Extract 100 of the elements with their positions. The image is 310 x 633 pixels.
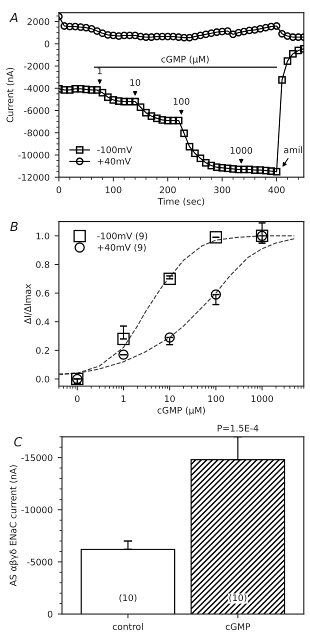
point <box>142 108 150 117</box>
x-tick-label: 0 <box>75 395 80 402</box>
point <box>246 166 254 174</box>
y-axis-title: AS αβγδ ENaC current (nA) <box>9 465 18 586</box>
y-tick-label: -6000 <box>24 107 50 114</box>
annotation: amil <box>284 146 302 154</box>
point <box>164 272 176 285</box>
point <box>251 166 259 174</box>
point <box>191 32 199 40</box>
point <box>98 29 106 38</box>
point <box>71 85 80 93</box>
point <box>284 57 292 65</box>
point <box>256 24 264 33</box>
point <box>114 97 123 105</box>
text: P=1.5E-4 <box>218 424 258 432</box>
point <box>60 86 68 94</box>
point <box>186 142 194 150</box>
point <box>126 98 134 106</box>
point <box>267 167 275 175</box>
point <box>272 22 280 30</box>
point <box>120 98 128 106</box>
x-tick-label: 300 <box>214 186 230 194</box>
x-tick-label: 100 <box>208 395 224 402</box>
x-axis-title: Time (sec) <box>158 198 204 206</box>
point <box>110 32 118 40</box>
point <box>229 165 237 173</box>
x-tick-label: control <box>112 623 143 630</box>
y-tick-label: -5000 <box>27 558 52 566</box>
y-tick-label: 0.0 <box>36 376 50 383</box>
x-tick-label: 100 <box>106 186 122 194</box>
point <box>289 50 297 58</box>
point <box>218 28 226 36</box>
chart-title: C <box>14 436 22 446</box>
point <box>142 33 150 41</box>
point <box>153 114 161 122</box>
point <box>169 116 178 124</box>
point <box>202 30 210 38</box>
point <box>240 166 248 174</box>
x-axis-title: cGMP (µM) <box>158 406 205 416</box>
y-tick-label: -10000 <box>21 506 52 514</box>
y-tick-label: 0.8 <box>36 261 50 268</box>
point <box>207 162 216 170</box>
annotation: 1 <box>98 68 102 74</box>
point <box>246 26 254 34</box>
point <box>158 116 166 124</box>
legend-label: +40mV (9) <box>98 244 146 252</box>
point <box>294 46 302 54</box>
legend-label: -100mV <box>97 146 132 154</box>
point <box>110 96 118 104</box>
y-axis-title: Current (nA) <box>6 68 14 122</box>
point <box>256 166 264 174</box>
point <box>71 22 80 30</box>
point <box>164 116 172 124</box>
point <box>114 32 123 40</box>
chart-title: A <box>9 13 18 22</box>
point <box>180 34 188 42</box>
point <box>218 164 226 172</box>
point <box>234 166 242 174</box>
y-tick-label: -10000 <box>18 152 50 159</box>
point <box>131 32 139 40</box>
y-tick-label: 0.6 <box>36 290 50 297</box>
point <box>148 112 156 120</box>
x-tick-label: 0 <box>56 186 62 194</box>
point <box>104 31 112 39</box>
point <box>196 32 204 40</box>
annotation: 1000 <box>230 146 252 154</box>
point <box>224 164 232 172</box>
point <box>93 27 101 35</box>
point <box>224 27 232 35</box>
point <box>66 86 74 94</box>
point <box>267 22 275 30</box>
point <box>289 33 297 41</box>
point <box>148 33 156 41</box>
point <box>164 332 175 343</box>
point <box>278 30 286 38</box>
point <box>153 32 161 40</box>
point <box>60 22 68 30</box>
point <box>164 32 172 40</box>
point <box>240 28 248 36</box>
annotation: (10) <box>229 594 246 602</box>
y-tick-label: -8000 <box>24 129 50 136</box>
point <box>191 150 199 158</box>
annotation: 10 <box>130 79 140 86</box>
point <box>158 32 166 40</box>
y-tick-label: -4000 <box>24 85 50 92</box>
point <box>284 32 292 40</box>
y-tick-label: 0.2 <box>36 347 49 354</box>
point <box>93 86 101 94</box>
y-tick-label: -12000 <box>18 174 50 181</box>
point <box>251 26 259 34</box>
point <box>169 32 178 40</box>
point <box>120 32 128 40</box>
point <box>272 168 280 176</box>
y-tick-label: 1.0 <box>36 232 50 240</box>
point <box>131 98 139 106</box>
point <box>207 29 216 38</box>
x-tick-label: 10 <box>164 395 175 402</box>
annotation: (10) <box>119 594 136 602</box>
y-tick-label: -15000 <box>21 454 52 462</box>
annotation: cGMP (µM) <box>161 56 209 64</box>
